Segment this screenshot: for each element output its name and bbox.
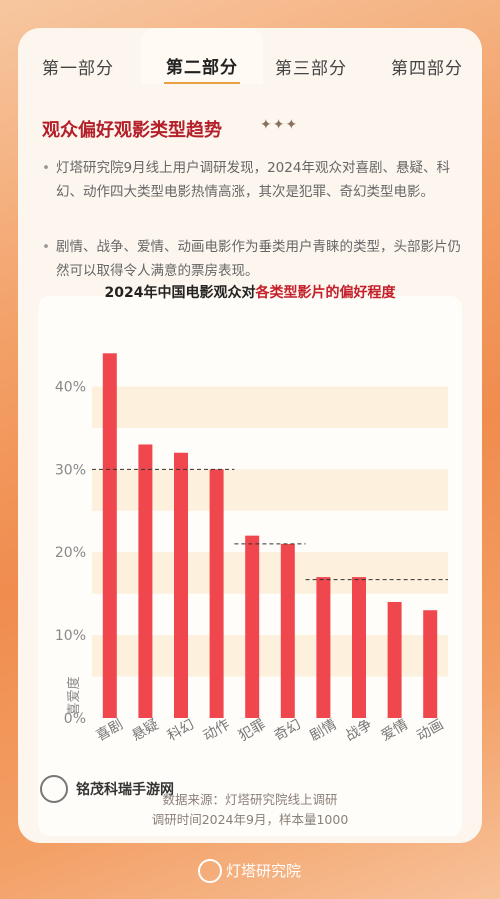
x-tick-label: 科幻 [165, 717, 197, 745]
watermark-text: 铭茂科瑞手游网 [76, 782, 174, 798]
footer-logo-text: 灯塔研究院 [226, 862, 302, 880]
bar [245, 535, 260, 718]
chart-title: 2024年中国电影观众对各类型影片的偏好程度 [0, 282, 500, 302]
x-tick-label: 动画 [414, 717, 446, 745]
y-tick-label: 40% [55, 379, 86, 395]
bullet-item-2: • 剧情、战争、爱情、动画电影作为垂类用户青睐的类型，头部影片仍然可以取得令人满… [42, 235, 462, 283]
x-tick-label: 犯罪 [236, 717, 268, 745]
bar [316, 577, 331, 718]
y-tick-label: 30% [55, 462, 86, 478]
tab-part-2[interactable]: 第二部分 [141, 28, 263, 84]
x-tick-label: 动作 [200, 717, 232, 745]
tab-part-2-label: 第二部分 [166, 58, 238, 78]
bullet-text-2: 剧情、战争、爱情、动画电影作为垂类用户青睐的类型，头部影片仍然可以取得令人满意的… [56, 239, 461, 279]
x-tick-label: 战争 [343, 717, 375, 745]
bullet-text-1: 灯塔研究院9月线上用户调研发现，2024年观众对喜剧、悬疑、科幻、动作四大类型电… [56, 160, 450, 200]
y-tick-label: 0% [64, 711, 86, 727]
y-axis-label: 喜爱度 [66, 676, 82, 715]
x-tick-label: 爱情 [378, 717, 410, 745]
tab-part-4[interactable]: 第四部分 [391, 59, 463, 79]
bullet-item-1: • 灯塔研究院9月线上用户调研发现，2024年观众对喜剧、悬疑、科幻、动作四大类… [42, 156, 462, 204]
grid-band [92, 386, 448, 428]
bar [102, 353, 117, 718]
tab-part-1[interactable]: 第一部分 [42, 59, 114, 79]
active-tab-underline [164, 82, 240, 84]
dengta-logo-icon [198, 859, 222, 883]
y-tick-label: 20% [55, 545, 86, 561]
footer-logo: 灯塔研究院 [0, 857, 500, 885]
chart-title-highlight: 各类型影片的偏好程度 [255, 285, 396, 301]
x-tick-label: 剧情 [307, 717, 339, 745]
data-source: 数据来源：灯塔研究院线上调研 [162, 792, 338, 807]
bar [138, 444, 153, 718]
y-tick-label: 10% [55, 628, 86, 644]
watermark-logo-icon [40, 775, 68, 803]
tab-part-3[interactable]: 第三部分 [275, 59, 347, 79]
survey-info: 调研时间2024年9月，样本量1000 [151, 812, 349, 827]
sparkle-icon: ✦✦✦ [260, 117, 299, 133]
bar [209, 469, 224, 718]
bar [423, 610, 438, 718]
chart-title-prefix: 2024年中国电影观众对 [104, 285, 256, 301]
section-tabs: 第一部分 第二部分 第三部分 第四部分 [18, 28, 482, 84]
bar [280, 543, 295, 718]
section-title: 观众偏好观影类型趋势 [42, 120, 222, 141]
bar [387, 601, 402, 718]
x-tick-label: 喜剧 [94, 717, 126, 745]
bar [174, 452, 188, 718]
bar [352, 577, 366, 718]
bullet-dot-icon: • [42, 160, 50, 176]
bullet-dot-icon: • [42, 239, 50, 255]
x-tick-label: 悬疑 [129, 717, 161, 745]
x-tick-label: 奇幻 [271, 716, 304, 745]
